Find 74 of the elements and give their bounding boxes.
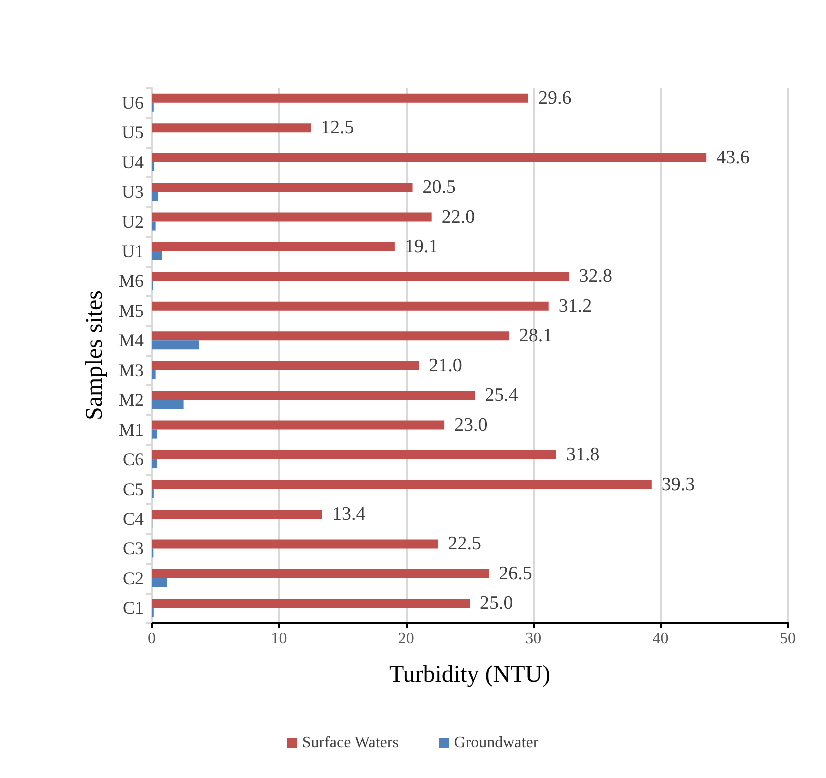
bar bbox=[152, 420, 445, 430]
bar bbox=[152, 242, 395, 252]
bar bbox=[152, 162, 155, 172]
bar bbox=[152, 540, 438, 549]
bar bbox=[152, 599, 470, 608]
data-label: 29.6 bbox=[538, 88, 572, 109]
y-tick-label: U3 bbox=[122, 182, 144, 202]
x-tick-label: 50 bbox=[780, 630, 796, 648]
bar bbox=[152, 332, 510, 341]
bar bbox=[152, 460, 158, 469]
bar bbox=[152, 340, 200, 350]
x-tick-label: 0 bbox=[148, 630, 156, 648]
y-tick-label: M2 bbox=[118, 390, 144, 410]
bar bbox=[152, 391, 476, 400]
y-tick-label: U1 bbox=[122, 241, 144, 262]
bar bbox=[152, 578, 168, 588]
data-label: 31.8 bbox=[566, 444, 600, 466]
bar bbox=[152, 153, 707, 162]
data-label: 21.0 bbox=[429, 355, 462, 376]
data-label: 25.0 bbox=[480, 593, 514, 614]
bar bbox=[152, 450, 556, 460]
y-tick-label: C4 bbox=[122, 508, 144, 529]
x-axis-title: Turbidity (NTU) bbox=[389, 662, 551, 688]
bar bbox=[152, 430, 158, 439]
y-tick-label: M1 bbox=[118, 420, 144, 440]
bar bbox=[152, 510, 322, 519]
data-label: 13.4 bbox=[332, 504, 366, 525]
bar bbox=[152, 370, 156, 380]
y-tick-label: U5 bbox=[122, 122, 144, 143]
x-tick-label: 20 bbox=[398, 630, 414, 648]
data-label: 32.8 bbox=[579, 266, 612, 288]
bar bbox=[152, 94, 529, 103]
bar bbox=[152, 183, 413, 192]
bar bbox=[152, 212, 432, 222]
data-label: 23.0 bbox=[454, 414, 488, 436]
bar bbox=[152, 192, 158, 202]
bar bbox=[152, 251, 162, 260]
data-label: 20.5 bbox=[422, 177, 456, 198]
y-tick-label: U4 bbox=[122, 152, 144, 172]
y-axis-title: Samples sites bbox=[82, 290, 108, 420]
y-tick-label: C1 bbox=[122, 598, 144, 618]
y-tick-label: C5 bbox=[122, 479, 144, 500]
bar bbox=[152, 361, 420, 370]
data-label: 19.1 bbox=[404, 236, 438, 258]
data-label: 39.3 bbox=[662, 474, 696, 496]
bar bbox=[152, 124, 311, 133]
data-label: 22.0 bbox=[442, 206, 476, 228]
legend-label: Groundwater bbox=[454, 734, 540, 752]
bar bbox=[152, 400, 184, 410]
y-tick-label: U2 bbox=[122, 212, 144, 232]
y-tick-label: C3 bbox=[122, 538, 144, 559]
data-label: 43.6 bbox=[716, 147, 750, 168]
data-label: 12.5 bbox=[321, 118, 354, 139]
bar bbox=[152, 302, 549, 311]
y-tick-label: M4 bbox=[118, 330, 144, 351]
data-label: 28.1 bbox=[519, 326, 553, 347]
x-tick-label: 10 bbox=[271, 630, 288, 648]
y-tick-label: C2 bbox=[122, 568, 144, 588]
data-label: 31.2 bbox=[558, 296, 592, 317]
y-tick-label: M5 bbox=[118, 300, 144, 321]
y-tick-label: M6 bbox=[118, 271, 144, 292]
data-label: 26.5 bbox=[499, 563, 532, 584]
bar bbox=[152, 272, 570, 282]
bar bbox=[152, 480, 652, 490]
x-tick-label: 40 bbox=[652, 630, 669, 648]
data-label: 25.4 bbox=[485, 385, 519, 406]
x-tick-label: 30 bbox=[526, 630, 542, 648]
bar bbox=[152, 222, 156, 231]
y-tick-label: C6 bbox=[122, 450, 144, 470]
data-label: 22.5 bbox=[448, 534, 482, 555]
legend-label: Surface Waters bbox=[302, 734, 399, 752]
bar bbox=[152, 569, 490, 578]
y-tick-label: U6 bbox=[122, 92, 144, 113]
y-tick-label: M3 bbox=[118, 360, 144, 380]
